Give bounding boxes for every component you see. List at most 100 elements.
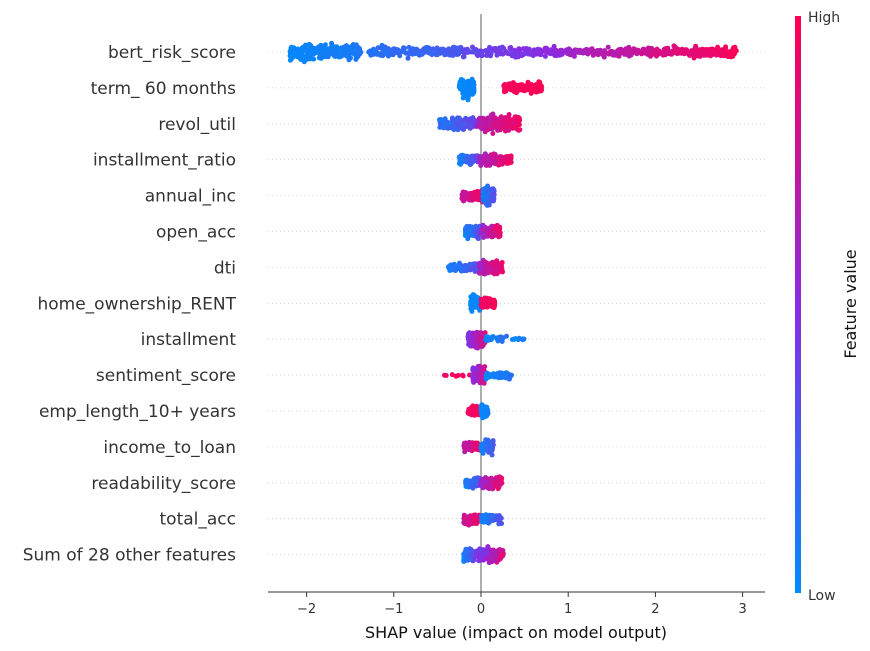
shap-point	[466, 446, 472, 452]
shap-point	[505, 84, 510, 90]
shap-point	[433, 50, 439, 56]
shap-point	[460, 373, 466, 379]
shap-point	[486, 154, 492, 159]
shap-point	[471, 441, 477, 447]
feature-label: annual_inc	[145, 187, 236, 207]
shap-point	[512, 84, 518, 90]
shap-point	[472, 296, 478, 302]
feature-row-points	[465, 402, 491, 421]
shap-point	[494, 52, 500, 58]
shap-point	[473, 410, 479, 416]
shap-point	[445, 125, 451, 131]
colorbar-title: Feature value	[841, 249, 860, 358]
shap-point	[455, 121, 461, 127]
shap-point	[529, 84, 534, 90]
feature-labels: bert_risk_score term_ 60 months revol_util…	[23, 43, 237, 566]
shap-point	[478, 336, 484, 342]
shap-point	[629, 48, 635, 54]
shap-point	[486, 118, 492, 123]
shap-point	[457, 79, 463, 85]
shap-point	[457, 83, 463, 89]
shap-point	[495, 268, 501, 273]
shap-point	[520, 46, 526, 52]
shap-point	[497, 154, 503, 160]
shap-point	[469, 412, 475, 418]
shap-point	[499, 260, 505, 265]
shap-point	[648, 51, 654, 57]
shap-point	[490, 131, 496, 136]
shap-point	[501, 46, 507, 51]
shap-point	[474, 446, 480, 452]
shap-point	[464, 482, 470, 488]
shap-point	[512, 89, 518, 95]
feature-label: home_ownership_RENT	[37, 294, 236, 314]
shap-point	[470, 49, 476, 55]
shap-point	[525, 51, 531, 57]
shap-point	[426, 45, 432, 51]
shap-point	[511, 49, 517, 55]
feature-label: Sum of 28 other features	[23, 546, 236, 566]
feature-row-points	[462, 222, 503, 242]
shap-point	[455, 373, 461, 378]
shap-point	[474, 403, 480, 409]
shap-point	[654, 51, 660, 57]
shap-point	[488, 112, 494, 118]
shap-point	[717, 51, 723, 57]
shap-point	[401, 45, 407, 51]
shap-point	[319, 43, 325, 49]
shap-point	[523, 84, 529, 90]
shap-point	[296, 51, 302, 57]
x-tick-label: 1	[564, 602, 572, 617]
shap-point	[343, 50, 349, 56]
feature-label: total_acc	[160, 510, 236, 530]
feature-row-points	[461, 544, 506, 566]
shap-point	[485, 544, 491, 550]
shap-point	[482, 186, 488, 191]
colorbar-low-label: Low	[808, 588, 836, 604]
shap-point	[452, 45, 458, 50]
shap-point	[480, 405, 486, 411]
shap-point	[479, 116, 485, 122]
shap-point	[512, 116, 518, 122]
shap-point	[626, 53, 632, 59]
shap-point	[492, 261, 498, 267]
shap-point	[346, 57, 352, 63]
shap-point	[472, 265, 478, 271]
shap-point	[406, 44, 412, 50]
shap-point	[615, 51, 621, 57]
shap-point	[467, 160, 473, 166]
shap-point	[480, 271, 486, 277]
shap-point	[654, 46, 660, 52]
shap-point	[433, 47, 439, 52]
shap-point	[446, 265, 451, 270]
shap-point	[507, 46, 513, 52]
shap-point	[465, 224, 470, 230]
x-tick-label: 0	[477, 602, 485, 617]
shap-point	[454, 263, 460, 269]
shap-point	[414, 46, 420, 52]
shap-point	[487, 440, 493, 446]
shap-point	[450, 124, 456, 130]
shap-point	[497, 157, 502, 163]
shap-point	[500, 371, 506, 377]
shap-point	[469, 232, 475, 238]
shap-point	[470, 378, 476, 383]
shap-point	[506, 51, 512, 57]
shap-point	[462, 193, 468, 199]
shap-point	[353, 42, 359, 48]
shap-point	[468, 116, 474, 122]
feature-label: sentiment_score	[96, 366, 236, 386]
x-tick-label: −1	[384, 602, 403, 617]
shap-point	[366, 49, 372, 55]
shap-point	[574, 47, 580, 53]
shap-point	[511, 120, 517, 126]
shap-point	[495, 116, 501, 122]
shap-point	[635, 47, 641, 53]
shap-point	[507, 373, 513, 379]
shap-point	[489, 452, 495, 458]
shap-point	[485, 126, 491, 132]
shap-point	[486, 557, 492, 563]
shap-point	[500, 124, 506, 129]
shap-point	[306, 53, 312, 59]
shap-point	[481, 235, 486, 240]
